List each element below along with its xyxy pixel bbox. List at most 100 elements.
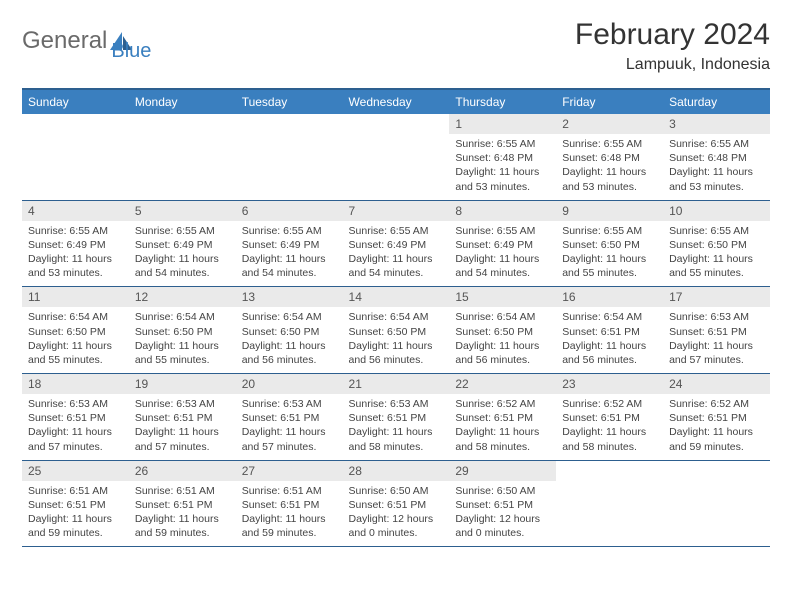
calendar-table: SundayMondayTuesdayWednesdayThursdayFrid… bbox=[22, 88, 770, 547]
calendar-cell: 19Sunrise: 6:53 AMSunset: 6:51 PMDayligh… bbox=[129, 374, 236, 461]
day-number: 16 bbox=[556, 287, 663, 307]
day-header: Tuesday bbox=[236, 89, 343, 114]
calendar-cell: 17Sunrise: 6:53 AMSunset: 6:51 PMDayligh… bbox=[663, 287, 770, 374]
calendar-cell bbox=[556, 460, 663, 547]
calendar-cell: 27Sunrise: 6:51 AMSunset: 6:51 PMDayligh… bbox=[236, 460, 343, 547]
day-details: Sunrise: 6:55 AMSunset: 6:49 PMDaylight:… bbox=[22, 221, 129, 287]
day-number: 7 bbox=[343, 201, 450, 221]
day-number: 27 bbox=[236, 461, 343, 481]
day-header: Monday bbox=[129, 89, 236, 114]
logo-text-general: General bbox=[22, 27, 107, 55]
day-number: 4 bbox=[22, 201, 129, 221]
day-number: 23 bbox=[556, 374, 663, 394]
title-block: February 2024 Lampuuk, Indonesia bbox=[575, 18, 770, 74]
calendar-cell bbox=[663, 460, 770, 547]
day-details: Sunrise: 6:51 AMSunset: 6:51 PMDaylight:… bbox=[236, 481, 343, 547]
day-details: Sunrise: 6:55 AMSunset: 6:50 PMDaylight:… bbox=[663, 221, 770, 287]
day-details: Sunrise: 6:53 AMSunset: 6:51 PMDaylight:… bbox=[343, 394, 450, 460]
day-details: Sunrise: 6:50 AMSunset: 6:51 PMDaylight:… bbox=[343, 481, 450, 547]
day-details: Sunrise: 6:55 AMSunset: 6:49 PMDaylight:… bbox=[449, 221, 556, 287]
calendar-cell bbox=[129, 114, 236, 200]
day-number: 10 bbox=[663, 201, 770, 221]
calendar-cell: 13Sunrise: 6:54 AMSunset: 6:50 PMDayligh… bbox=[236, 287, 343, 374]
calendar-cell: 1Sunrise: 6:55 AMSunset: 6:48 PMDaylight… bbox=[449, 114, 556, 200]
day-details: Sunrise: 6:54 AMSunset: 6:50 PMDaylight:… bbox=[343, 307, 450, 373]
day-header-row: SundayMondayTuesdayWednesdayThursdayFrid… bbox=[22, 89, 770, 114]
day-number: 18 bbox=[22, 374, 129, 394]
calendar-cell: 29Sunrise: 6:50 AMSunset: 6:51 PMDayligh… bbox=[449, 460, 556, 547]
calendar-cell: 25Sunrise: 6:51 AMSunset: 6:51 PMDayligh… bbox=[22, 460, 129, 547]
day-number: 20 bbox=[236, 374, 343, 394]
day-number: 26 bbox=[129, 461, 236, 481]
calendar-week-row: 1Sunrise: 6:55 AMSunset: 6:48 PMDaylight… bbox=[22, 114, 770, 200]
day-details: Sunrise: 6:55 AMSunset: 6:48 PMDaylight:… bbox=[556, 134, 663, 200]
day-number: 13 bbox=[236, 287, 343, 307]
calendar-cell: 10Sunrise: 6:55 AMSunset: 6:50 PMDayligh… bbox=[663, 200, 770, 287]
calendar-cell: 23Sunrise: 6:52 AMSunset: 6:51 PMDayligh… bbox=[556, 374, 663, 461]
day-header: Sunday bbox=[22, 89, 129, 114]
day-number: 21 bbox=[343, 374, 450, 394]
day-number: 1 bbox=[449, 114, 556, 134]
calendar-cell: 24Sunrise: 6:52 AMSunset: 6:51 PMDayligh… bbox=[663, 374, 770, 461]
calendar-cell: 16Sunrise: 6:54 AMSunset: 6:51 PMDayligh… bbox=[556, 287, 663, 374]
day-details: Sunrise: 6:55 AMSunset: 6:49 PMDaylight:… bbox=[236, 221, 343, 287]
day-details: Sunrise: 6:52 AMSunset: 6:51 PMDaylight:… bbox=[449, 394, 556, 460]
calendar-cell: 5Sunrise: 6:55 AMSunset: 6:49 PMDaylight… bbox=[129, 200, 236, 287]
logo-text-blue: Blue bbox=[111, 40, 151, 63]
calendar-week-row: 11Sunrise: 6:54 AMSunset: 6:50 PMDayligh… bbox=[22, 287, 770, 374]
day-number: 22 bbox=[449, 374, 556, 394]
day-details: Sunrise: 6:54 AMSunset: 6:50 PMDaylight:… bbox=[236, 307, 343, 373]
day-details: Sunrise: 6:53 AMSunset: 6:51 PMDaylight:… bbox=[129, 394, 236, 460]
day-details: Sunrise: 6:54 AMSunset: 6:50 PMDaylight:… bbox=[129, 307, 236, 373]
calendar-cell bbox=[343, 114, 450, 200]
day-details: Sunrise: 6:55 AMSunset: 6:50 PMDaylight:… bbox=[556, 221, 663, 287]
day-details: Sunrise: 6:55 AMSunset: 6:48 PMDaylight:… bbox=[663, 134, 770, 200]
day-number: 15 bbox=[449, 287, 556, 307]
calendar-body: 1Sunrise: 6:55 AMSunset: 6:48 PMDaylight… bbox=[22, 114, 770, 547]
day-details: Sunrise: 6:52 AMSunset: 6:51 PMDaylight:… bbox=[663, 394, 770, 460]
calendar-cell: 28Sunrise: 6:50 AMSunset: 6:51 PMDayligh… bbox=[343, 460, 450, 547]
day-number: 2 bbox=[556, 114, 663, 134]
day-number: 9 bbox=[556, 201, 663, 221]
day-number: 5 bbox=[129, 201, 236, 221]
day-details: Sunrise: 6:55 AMSunset: 6:48 PMDaylight:… bbox=[449, 134, 556, 200]
day-number: 11 bbox=[22, 287, 129, 307]
day-number: 6 bbox=[236, 201, 343, 221]
day-details: Sunrise: 6:50 AMSunset: 6:51 PMDaylight:… bbox=[449, 481, 556, 547]
day-number: 19 bbox=[129, 374, 236, 394]
day-number: 8 bbox=[449, 201, 556, 221]
calendar-cell: 3Sunrise: 6:55 AMSunset: 6:48 PMDaylight… bbox=[663, 114, 770, 200]
header: General Blue February 2024 Lampuuk, Indo… bbox=[22, 18, 770, 74]
calendar-cell: 21Sunrise: 6:53 AMSunset: 6:51 PMDayligh… bbox=[343, 374, 450, 461]
day-details: Sunrise: 6:53 AMSunset: 6:51 PMDaylight:… bbox=[663, 307, 770, 373]
calendar-week-row: 4Sunrise: 6:55 AMSunset: 6:49 PMDaylight… bbox=[22, 200, 770, 287]
day-header: Wednesday bbox=[343, 89, 450, 114]
day-details: Sunrise: 6:52 AMSunset: 6:51 PMDaylight:… bbox=[556, 394, 663, 460]
calendar-cell: 9Sunrise: 6:55 AMSunset: 6:50 PMDaylight… bbox=[556, 200, 663, 287]
calendar-cell: 14Sunrise: 6:54 AMSunset: 6:50 PMDayligh… bbox=[343, 287, 450, 374]
day-number: 29 bbox=[449, 461, 556, 481]
location: Lampuuk, Indonesia bbox=[575, 56, 770, 74]
calendar-cell: 11Sunrise: 6:54 AMSunset: 6:50 PMDayligh… bbox=[22, 287, 129, 374]
calendar-cell: 20Sunrise: 6:53 AMSunset: 6:51 PMDayligh… bbox=[236, 374, 343, 461]
day-number: 25 bbox=[22, 461, 129, 481]
calendar-cell: 6Sunrise: 6:55 AMSunset: 6:49 PMDaylight… bbox=[236, 200, 343, 287]
day-header: Saturday bbox=[663, 89, 770, 114]
calendar-cell bbox=[236, 114, 343, 200]
calendar-cell: 2Sunrise: 6:55 AMSunset: 6:48 PMDaylight… bbox=[556, 114, 663, 200]
day-number: 28 bbox=[343, 461, 450, 481]
day-details: Sunrise: 6:54 AMSunset: 6:50 PMDaylight:… bbox=[449, 307, 556, 373]
day-details: Sunrise: 6:55 AMSunset: 6:49 PMDaylight:… bbox=[343, 221, 450, 287]
day-details: Sunrise: 6:53 AMSunset: 6:51 PMDaylight:… bbox=[236, 394, 343, 460]
calendar-cell: 4Sunrise: 6:55 AMSunset: 6:49 PMDaylight… bbox=[22, 200, 129, 287]
calendar-cell: 8Sunrise: 6:55 AMSunset: 6:49 PMDaylight… bbox=[449, 200, 556, 287]
calendar-cell: 22Sunrise: 6:52 AMSunset: 6:51 PMDayligh… bbox=[449, 374, 556, 461]
day-number: 14 bbox=[343, 287, 450, 307]
day-details: Sunrise: 6:54 AMSunset: 6:51 PMDaylight:… bbox=[556, 307, 663, 373]
day-details: Sunrise: 6:51 AMSunset: 6:51 PMDaylight:… bbox=[129, 481, 236, 547]
day-details: Sunrise: 6:55 AMSunset: 6:49 PMDaylight:… bbox=[129, 221, 236, 287]
calendar-cell: 15Sunrise: 6:54 AMSunset: 6:50 PMDayligh… bbox=[449, 287, 556, 374]
calendar-cell: 7Sunrise: 6:55 AMSunset: 6:49 PMDaylight… bbox=[343, 200, 450, 287]
month-title: February 2024 bbox=[575, 18, 770, 52]
day-number: 17 bbox=[663, 287, 770, 307]
